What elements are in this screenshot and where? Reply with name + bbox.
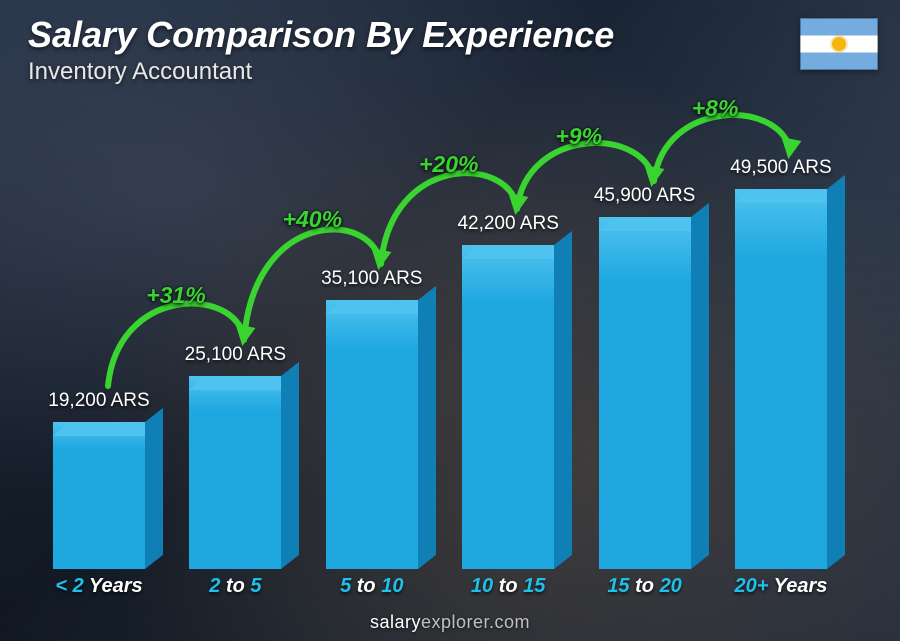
increase-pct-label: +20% bbox=[419, 151, 478, 178]
bar-column: 45,900 ARS bbox=[586, 185, 704, 569]
bar-value-label: 49,500 ARS bbox=[730, 157, 831, 179]
bar-side-face bbox=[418, 286, 436, 569]
bar-column: 19,200 ARS bbox=[40, 390, 158, 569]
category-label: 2 to 5 bbox=[176, 575, 294, 605]
bar-side-face bbox=[827, 175, 845, 569]
bar-front-face bbox=[462, 245, 554, 569]
footer-part-2: explorer bbox=[421, 612, 489, 632]
increase-pct-label: +8% bbox=[692, 95, 739, 122]
bar-column: 42,200 ARS bbox=[449, 213, 567, 569]
bar-column: 25,100 ARS bbox=[176, 344, 294, 569]
category-label: 15 to 20 bbox=[586, 575, 704, 605]
bar-value-label: 45,900 ARS bbox=[594, 185, 695, 207]
bar bbox=[326, 300, 418, 569]
chart-title: Salary Comparison By Experience bbox=[28, 14, 614, 56]
flag-sun-icon bbox=[832, 37, 846, 51]
bar-chart: 19,200 ARS 25,100 ARS 35,100 ARS 42,200 ARS… bbox=[40, 109, 840, 569]
bar-front-face bbox=[326, 300, 418, 569]
category-label: 10 to 15 bbox=[449, 575, 567, 605]
bar-front-face bbox=[53, 422, 145, 569]
increase-pct-label: +31% bbox=[146, 282, 205, 309]
category-wrap: 5 to 10 bbox=[313, 575, 431, 605]
category-wrap: 20+ Years bbox=[722, 575, 840, 605]
bar bbox=[189, 376, 281, 569]
bar-front-face bbox=[735, 189, 827, 569]
bar-front-face bbox=[599, 217, 691, 569]
category-label: 5 to 10 bbox=[313, 575, 431, 605]
chart-stage: Salary Comparison By Experience Inventor… bbox=[0, 0, 900, 641]
footer-suffix: .com bbox=[489, 612, 530, 632]
category-wrap: 2 to 5 bbox=[176, 575, 294, 605]
bar bbox=[53, 422, 145, 569]
bar-column: 49,500 ARS bbox=[722, 157, 840, 569]
bar bbox=[735, 189, 827, 569]
bar-value-label: 42,200 ARS bbox=[457, 213, 558, 235]
bar-side-face bbox=[281, 362, 299, 569]
category-axis: < 2 Years 2 to 5 5 to 10 10 to 15 15 to 20 20… bbox=[40, 575, 840, 605]
increase-pct-label: +40% bbox=[283, 206, 342, 233]
argentina-flag-icon bbox=[800, 18, 878, 70]
category-label: < 2 Years bbox=[40, 575, 158, 605]
category-label: 20+ Years bbox=[722, 575, 840, 605]
category-wrap: 15 to 20 bbox=[586, 575, 704, 605]
bar-column: 35,100 ARS bbox=[313, 268, 431, 569]
bar-value-label: 19,200 ARS bbox=[48, 390, 149, 412]
chart-subtitle: Inventory Accountant bbox=[28, 58, 252, 86]
bar-side-face bbox=[145, 408, 163, 569]
bar bbox=[599, 217, 691, 569]
category-wrap: < 2 Years bbox=[40, 575, 158, 605]
bar-side-face bbox=[691, 203, 709, 569]
bar-front-face bbox=[189, 376, 281, 569]
bar-side-face bbox=[554, 231, 572, 569]
footer-brand: salaryexplorer.com bbox=[0, 612, 900, 633]
footer-part-1: salary bbox=[370, 612, 421, 632]
bar-value-label: 25,100 ARS bbox=[185, 344, 286, 366]
bar bbox=[462, 245, 554, 569]
category-wrap: 10 to 15 bbox=[449, 575, 567, 605]
bar-value-label: 35,100 ARS bbox=[321, 268, 422, 290]
increase-pct-label: +9% bbox=[555, 123, 602, 150]
